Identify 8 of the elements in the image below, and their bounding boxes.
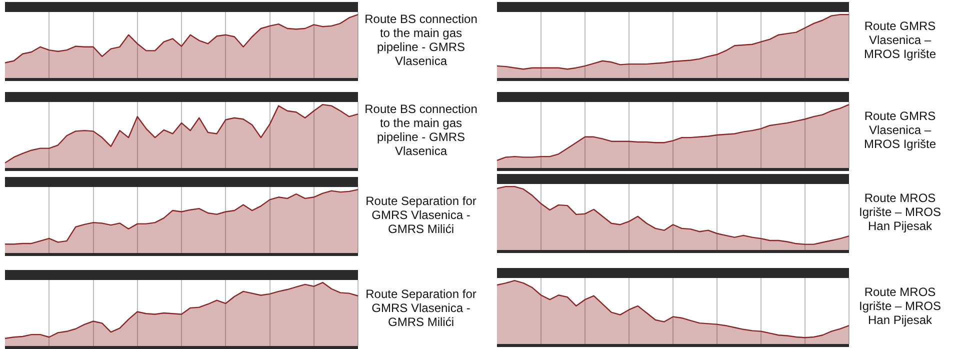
text: Route BS connection to the main gas pipeline - GMRS Vlasenica	[364, 102, 478, 158]
text: Route Separation for GMRS Vlasenica - GMRS Milići	[364, 194, 478, 236]
text: Route GMRS Vlasenica – MROS Igrište	[862, 109, 937, 151]
text: Route Separation for GMRS Vlasenica - GMRS Milići	[364, 287, 478, 329]
text: Route GMRS Vlasenica – MROS Igrište	[862, 19, 937, 61]
text: Route MROS Igrište – MROS Han Pijesak	[858, 191, 942, 233]
text: Route MROS Igrište – MROS Han Pijesak	[858, 285, 942, 327]
text: Route BS connection to the main gas pipeline - GMRS Vlasenica	[364, 12, 478, 68]
